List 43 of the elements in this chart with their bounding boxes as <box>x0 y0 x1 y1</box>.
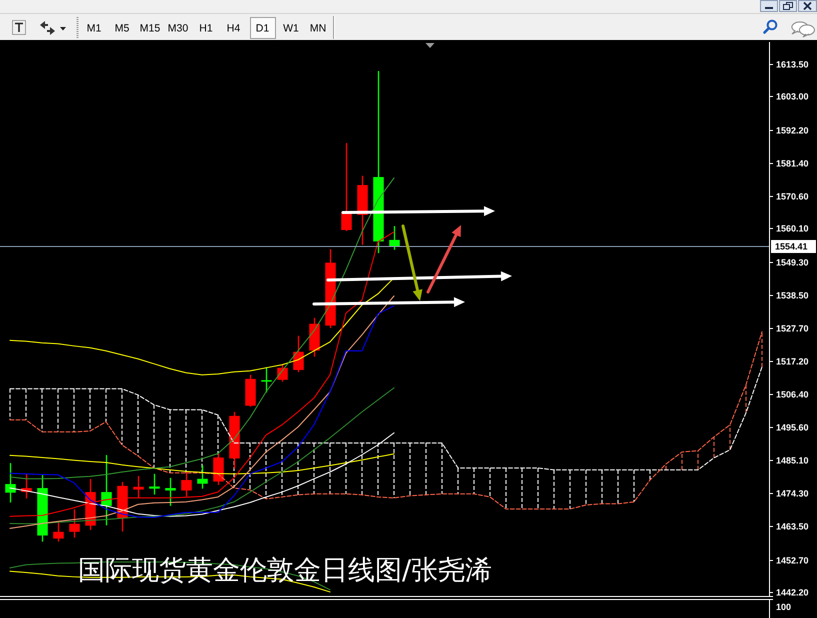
y-tick-label: 1474.30 <box>776 488 809 498</box>
candlestick <box>5 462 16 504</box>
line-series <box>10 177 394 480</box>
text: M15 <box>140 22 160 34</box>
text: M1 <box>86 22 102 34</box>
candlestick <box>165 477 176 507</box>
y-tick-label: 1538.50 <box>776 290 809 300</box>
candlestick <box>277 364 288 382</box>
y-tick-label: 1570.60 <box>776 192 809 202</box>
y-tick-label: 1506.40 <box>776 390 809 400</box>
candlestick <box>101 454 112 526</box>
text: W1 <box>283 22 300 34</box>
text: D1 <box>256 22 270 34</box>
candlestick <box>261 366 272 394</box>
y-tick-label: 1485.10 <box>776 456 809 466</box>
text: 100 <box>776 602 792 612</box>
text: M5 <box>114 22 130 34</box>
candlestick <box>293 335 304 373</box>
candlestick <box>53 522 64 542</box>
y-tick-label: 1581.40 <box>776 158 809 168</box>
text: H1 <box>199 22 213 34</box>
y-tick-label: 1613.50 <box>776 60 809 70</box>
y-tick-label: 1603.00 <box>776 92 809 102</box>
text: M30 <box>168 22 188 34</box>
ref-line-label: 1554.41 <box>775 242 808 252</box>
y-tick-label: 1452.70 <box>776 556 809 566</box>
line-series <box>10 453 394 474</box>
line-series <box>10 277 394 376</box>
text: MN <box>310 22 326 34</box>
y-tick-label: 1560.10 <box>776 224 809 234</box>
candlestick <box>341 142 352 232</box>
candlestick <box>149 473 160 496</box>
y-tick-label: 1463.50 <box>776 522 809 532</box>
y-tick-label: 1442.20 <box>776 588 809 598</box>
y-tick-label: 1495.60 <box>776 422 809 432</box>
y-tick-label: 1527.70 <box>776 324 809 334</box>
y-tick-label: 1592.20 <box>776 126 809 136</box>
y-tick-label: 1549.30 <box>776 258 809 268</box>
y-tick-label: 1517.20 <box>776 356 809 366</box>
line-series <box>10 387 394 524</box>
candlestick <box>389 225 400 250</box>
text: H4 <box>226 22 240 34</box>
candlestick <box>133 475 144 499</box>
